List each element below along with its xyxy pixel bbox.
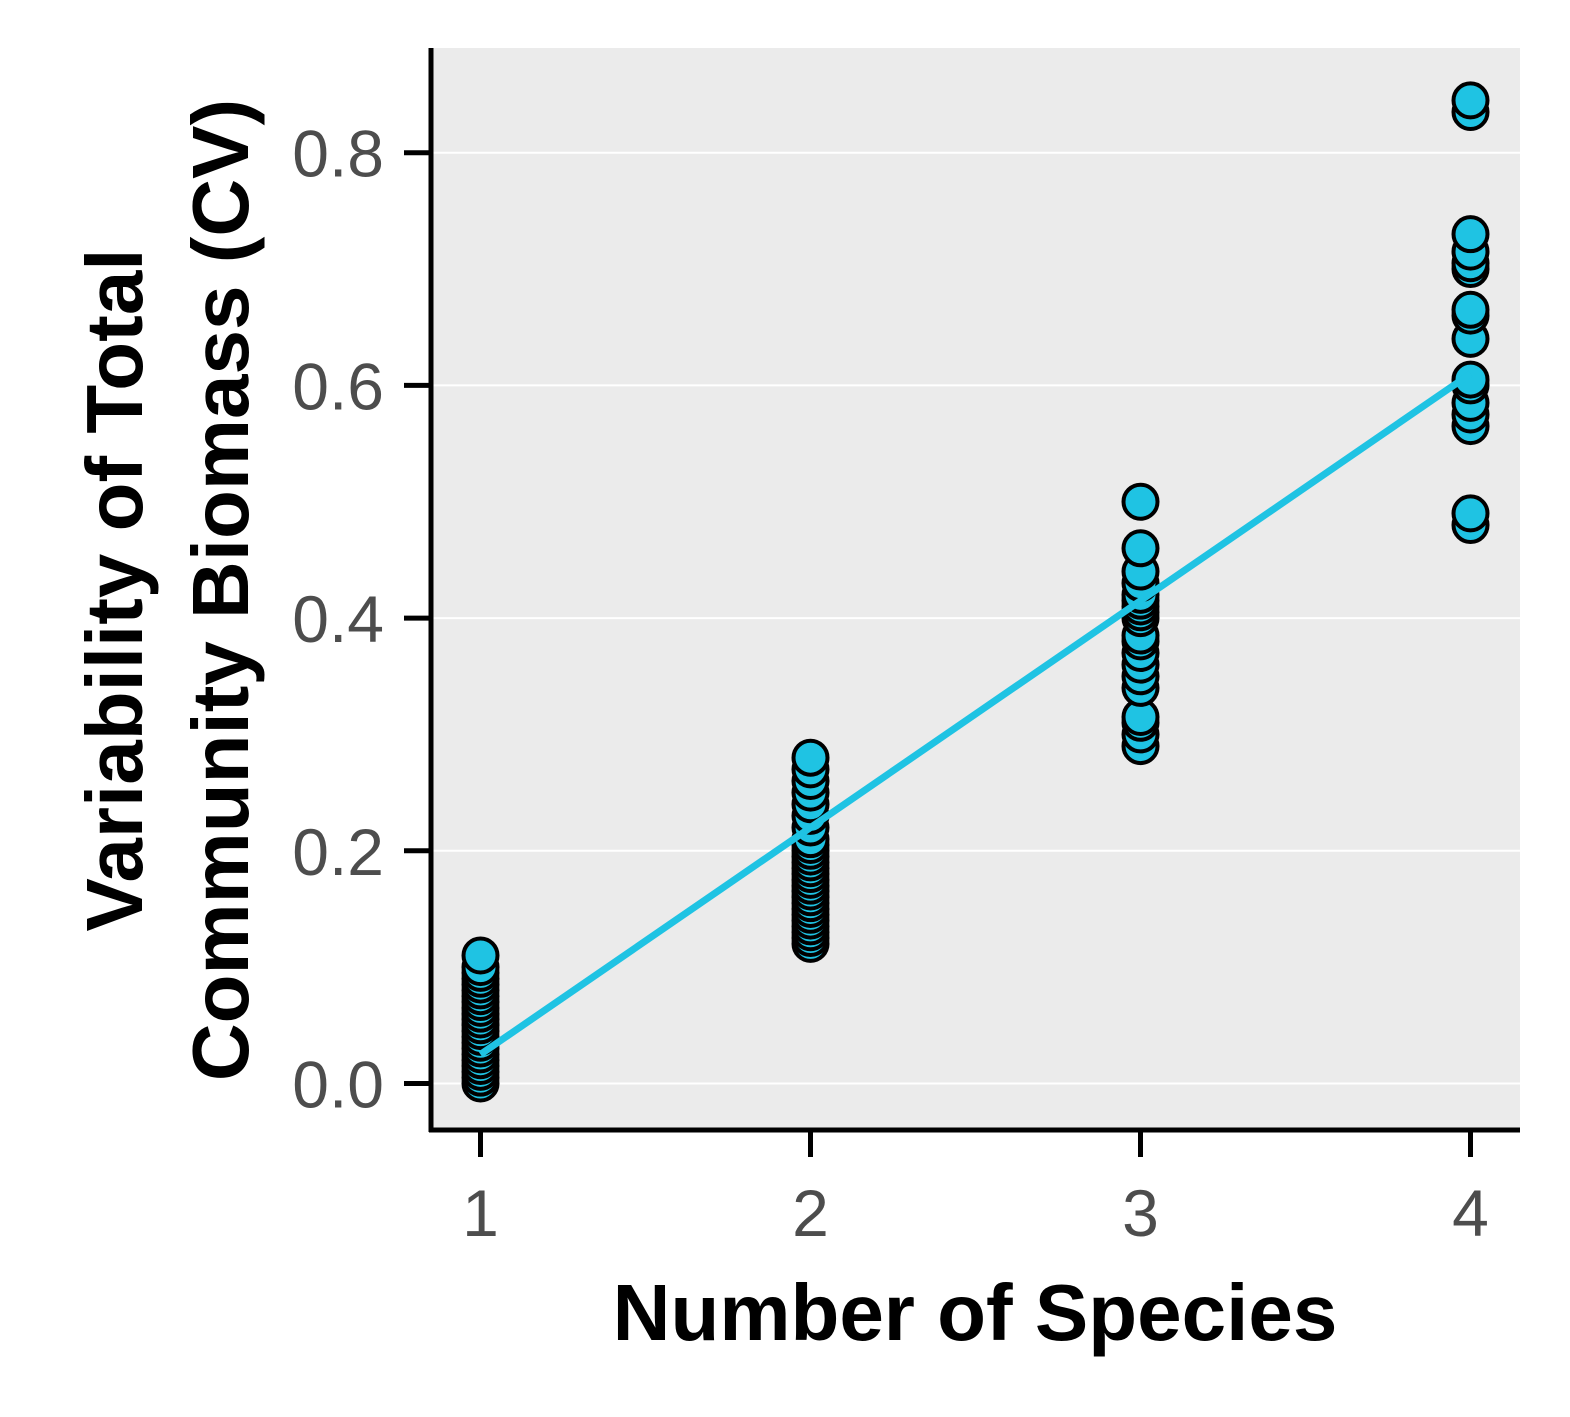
y-tick-label: 0.4: [292, 582, 384, 656]
plot-panel: [431, 48, 1520, 1130]
x-tick-label: 3: [1122, 1176, 1159, 1250]
x-tick-label: 2: [792, 1176, 829, 1250]
y-axis-title-line-2: Community Biomass (CV): [176, 99, 265, 1081]
x-tick-label: 4: [1452, 1176, 1489, 1250]
y-tick-label: 0.8: [292, 117, 384, 191]
x-axis-ticks: 1 2 3 4: [462, 1130, 1489, 1250]
x-tick-label: 1: [462, 1176, 499, 1250]
grid-lines: [431, 151, 1520, 1085]
y-tick-label: 0.0: [292, 1047, 384, 1121]
trend-line: [478, 370, 1473, 1058]
data-point: [461, 936, 500, 975]
y-axis-ticks: 0.0 0.2 0.4 0.6 0.8: [292, 117, 431, 1121]
y-axis-title: Variability of Total Community Biomass (…: [70, 99, 265, 1081]
data-point: [1451, 81, 1490, 120]
x-axis-title: Number of Species: [613, 1268, 1338, 1357]
data-point: [791, 738, 830, 777]
data-points: [461, 81, 1490, 1103]
data-point: [1451, 360, 1490, 399]
data-point: [1451, 290, 1490, 329]
data-point: [1451, 494, 1490, 533]
y-axis-title-line-1: Variability of Total: [70, 248, 159, 931]
y-tick-label: 0.2: [292, 815, 384, 889]
data-point: [1121, 482, 1160, 521]
data-point: [1121, 529, 1160, 568]
data-point: [1451, 215, 1490, 254]
y-tick-label: 0.6: [292, 349, 384, 423]
